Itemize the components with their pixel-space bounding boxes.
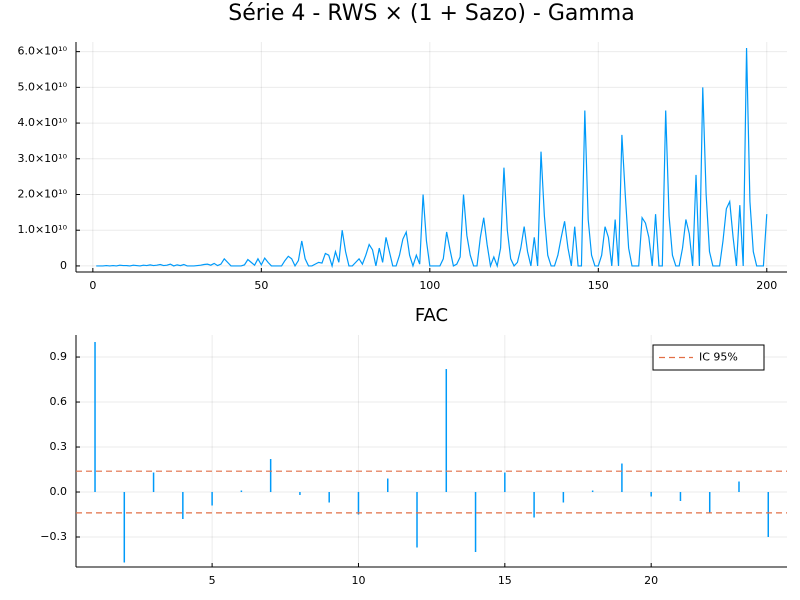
x-tick-label: 15 <box>498 574 512 587</box>
x-tick-label: 20 <box>644 574 658 587</box>
y-tick-label: 5.0×10¹⁰ <box>17 80 67 93</box>
legend-label: IC 95% <box>699 351 738 364</box>
y-tick-label: −0.3 <box>40 530 67 543</box>
x-tick-label: 50 <box>254 279 268 292</box>
y-tick-label: 0.0 <box>50 485 68 498</box>
y-tick-label: 1.0×10¹⁰ <box>17 223 67 236</box>
x-tick-label: 5 <box>209 574 216 587</box>
y-tick-label: 3.0×10¹⁰ <box>17 152 67 165</box>
x-tick-label: 0 <box>89 279 96 292</box>
chart-title: FAC <box>415 305 448 326</box>
y-tick-label: 2.0×10¹⁰ <box>17 188 67 201</box>
x-tick-label: 200 <box>756 279 777 292</box>
data-line <box>96 48 768 269</box>
y-tick-label: 0 <box>60 259 67 272</box>
y-tick-label: 6.0×10¹⁰ <box>17 45 67 58</box>
chart-title: Série 4 - RWS × (1 + Sazo) - Gamma <box>228 1 634 26</box>
y-tick-label: 0.3 <box>50 440 68 453</box>
y-tick-label: 0.9 <box>50 350 68 363</box>
x-tick-label: 100 <box>419 279 440 292</box>
x-tick-label: 10 <box>351 574 365 587</box>
y-tick-label: 4.0×10¹⁰ <box>17 116 67 129</box>
y-tick-label: 0.6 <box>50 395 68 408</box>
x-tick-label: 150 <box>588 279 609 292</box>
